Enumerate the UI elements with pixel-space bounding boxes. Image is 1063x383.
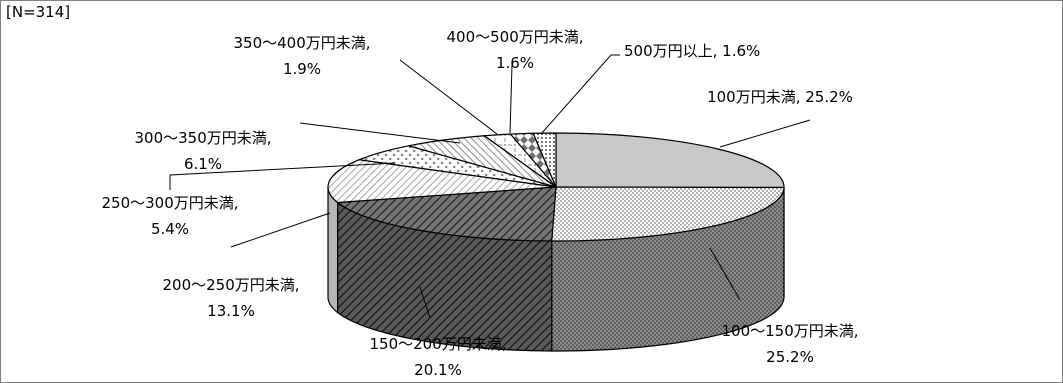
slice-2: [336, 186, 557, 242]
leader-line-1: [709, 247, 741, 301]
leader-lines: [169, 54, 811, 319]
slice-label-7: 400～500万円未満, 1.6%: [446, 28, 583, 72]
side-wall-3: [327, 186, 339, 314]
sample-size-label: [N=314]: [6, 3, 71, 21]
leader-line-6: [399, 59, 498, 135]
pie-top-slices: [327, 132, 785, 242]
slice-3: [327, 159, 557, 204]
leader-line-2: [419, 286, 431, 319]
slice-label-4: 250～300万円未満, 5.4%: [101, 194, 238, 238]
slice-0: [555, 132, 785, 189]
slice-label-2: 150～200万円未満, 20.1%: [369, 335, 506, 379]
slice-label-5: 300～350万円未満, 6.1%: [134, 129, 271, 173]
slice-8: [532, 132, 557, 188]
leader-line-3: [230, 212, 331, 248]
leader-line-5: [299, 122, 461, 144]
slice-label-3: 200～250万円未満, 13.1%: [162, 276, 299, 320]
slice-label-6: 350～400万円未満, 1.9%: [233, 34, 370, 78]
slice-1: [551, 186, 785, 242]
slice-label-8: 500万円以上, 1.6%: [624, 42, 760, 60]
slice-labels: 100万円未満, 25.2% 100～150万円未満, 25.2% 150～200万円…: [101, 28, 858, 379]
slice-label-0: 100万円未満, 25.2%: [707, 88, 853, 106]
leader-line-8: [540, 54, 620, 135]
slice-label-1: 100～150万円未満, 25.2%: [721, 322, 858, 366]
leader-line-7: [509, 64, 513, 134]
leader-line-4: [169, 162, 396, 190]
leader-line-0: [719, 119, 811, 148]
